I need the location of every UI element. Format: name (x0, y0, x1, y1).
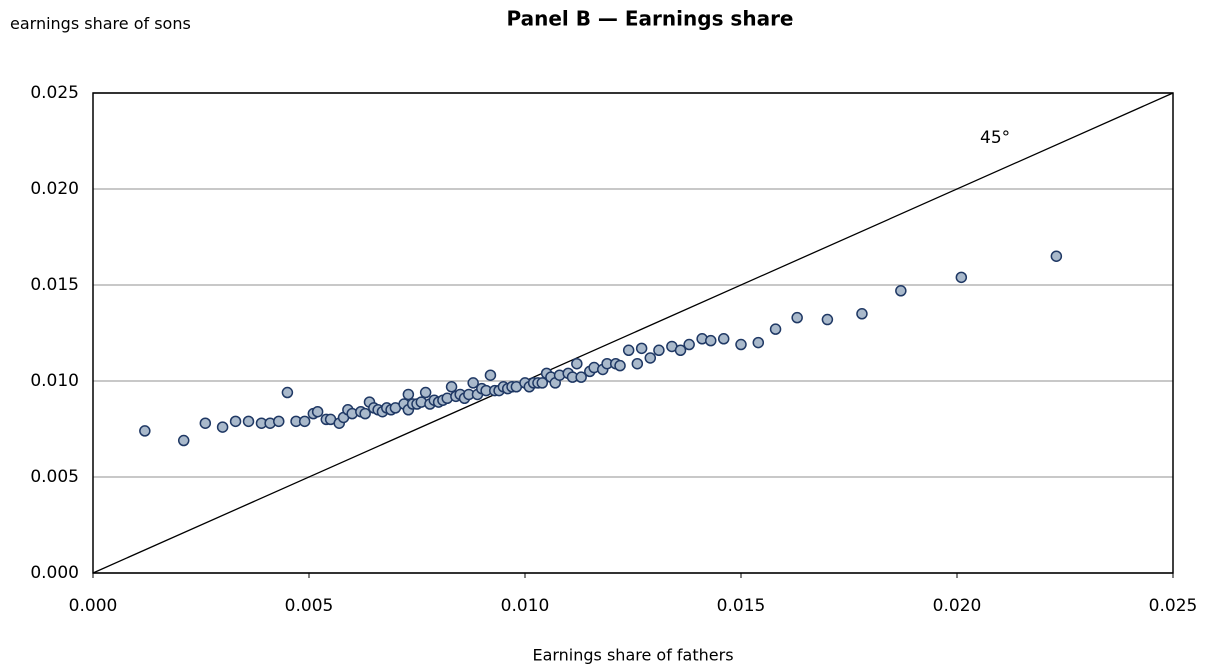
annotation: 45° (980, 128, 1010, 148)
point (199, 417, 212, 429)
point (467, 377, 479, 389)
y-tick-label: 0.005 (30, 467, 79, 487)
point (419, 386, 432, 399)
reference-line (92, 92, 1174, 574)
point (359, 407, 371, 420)
point (273, 415, 285, 428)
point (575, 371, 587, 383)
point (622, 344, 635, 357)
point (895, 285, 907, 297)
point (445, 381, 458, 393)
point (536, 377, 549, 389)
point (571, 357, 583, 370)
x-tick-label: 0.010 (501, 596, 550, 616)
point (298, 415, 311, 428)
point (1050, 250, 1063, 262)
point (635, 342, 648, 355)
point (311, 405, 324, 418)
point (653, 344, 665, 357)
point (856, 308, 868, 320)
y-tick-label: 0.000 (30, 563, 79, 583)
point (242, 415, 255, 428)
point (644, 352, 657, 364)
y-tick-label: 0.020 (30, 179, 79, 199)
x-tick-label: 0.015 (717, 596, 766, 616)
point (674, 344, 687, 357)
point (752, 336, 765, 349)
x-tick-label: 0.025 (1149, 596, 1198, 616)
point (683, 338, 695, 351)
x-tick-label: 0.000 (69, 596, 118, 616)
y-tick-label: 0.015 (30, 275, 79, 295)
point (791, 311, 803, 324)
point (705, 334, 717, 347)
point (614, 359, 626, 372)
point (769, 323, 782, 335)
point (402, 388, 415, 401)
point (955, 271, 968, 284)
point (484, 369, 497, 381)
x-axis-label: Earnings share of fathers (532, 646, 733, 665)
point (631, 357, 644, 370)
point (281, 386, 294, 399)
plot-frame (92, 92, 1174, 574)
y-tick-label: 0.010 (30, 371, 79, 391)
x-tick-label: 0.005 (285, 596, 334, 616)
point (717, 333, 730, 345)
point (229, 415, 242, 428)
y-tick-label: 0.025 (30, 83, 79, 103)
point (139, 425, 151, 437)
x-tick-label: 0.020 (933, 596, 982, 616)
point (821, 313, 834, 326)
chart-title: Panel B — Earnings share (506, 7, 793, 31)
point (177, 434, 190, 447)
point (216, 421, 229, 433)
y-axis-label: earnings share of sons (10, 14, 191, 33)
point (735, 338, 747, 351)
